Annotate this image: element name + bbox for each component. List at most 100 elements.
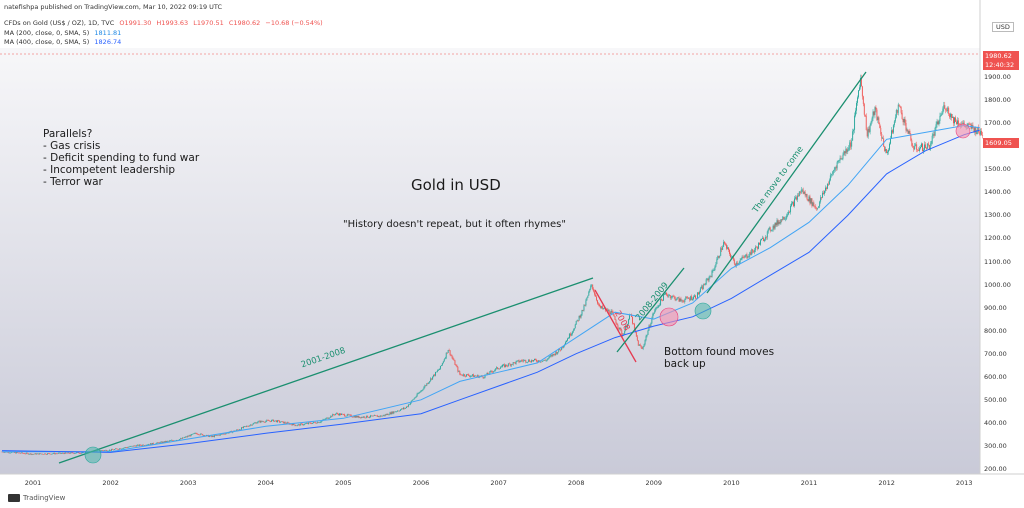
candle-body — [601, 306, 603, 309]
candle-body — [489, 371, 491, 375]
candle-body — [665, 292, 667, 295]
time-axis-tick: 2001 — [24, 479, 42, 487]
candle-body — [880, 127, 882, 135]
candle-body — [406, 406, 407, 408]
candle-body — [628, 319, 630, 324]
candle-body — [244, 426, 246, 427]
candle-body — [871, 118, 873, 122]
candle-body — [587, 295, 589, 298]
candle-body — [343, 414, 345, 417]
candle-body — [736, 262, 738, 265]
candle-body — [245, 425, 247, 427]
trendline-2001-2008[interactable] — [58, 277, 594, 464]
candle-body — [420, 390, 422, 392]
candle-body — [271, 420, 273, 422]
candle-body — [193, 433, 195, 435]
candle-body — [305, 423, 307, 425]
candle-body — [431, 378, 433, 380]
candle-body — [390, 412, 392, 415]
candle-body — [812, 202, 814, 206]
candle-body — [577, 320, 579, 321]
ohlc-close: C1980.62 — [228, 19, 261, 27]
candle-body — [566, 340, 567, 343]
candle-body — [52, 453, 54, 454]
candle-body — [748, 256, 750, 258]
candle-body — [159, 442, 161, 444]
candle-body — [523, 360, 525, 362]
candle-body — [28, 454, 30, 455]
currency-button[interactable]: USD — [992, 22, 1014, 32]
candle-body — [438, 369, 439, 371]
candle-body — [269, 420, 271, 422]
candle-body — [559, 348, 561, 351]
candle-body — [595, 294, 597, 297]
candle-body — [615, 319, 617, 324]
candle-body — [638, 344, 640, 346]
candle-body — [501, 366, 502, 368]
candle-body — [688, 298, 690, 299]
candle-body — [246, 425, 248, 427]
candle-body — [828, 180, 830, 185]
candle-body — [115, 448, 117, 450]
candle-body — [548, 356, 550, 359]
candle-body — [682, 300, 684, 302]
ma400-legend[interactable]: MA (400, close, 0, SMA, 5) 1826.74 — [4, 38, 124, 46]
candle-body — [275, 420, 276, 422]
trendline-move-to-come[interactable] — [706, 71, 867, 294]
candle-body — [754, 249, 756, 253]
candle-body — [241, 427, 242, 430]
candle-body — [734, 263, 736, 267]
candle-body — [394, 411, 396, 413]
candle-body — [794, 197, 796, 199]
price-axis-tick: 1700.00 — [984, 119, 1011, 128]
candle-body — [442, 361, 444, 363]
candle-body — [436, 371, 437, 373]
candle-body — [829, 175, 831, 181]
candle-body — [42, 453, 44, 455]
candle-body — [514, 362, 516, 364]
candle-body — [492, 371, 494, 373]
candle-body — [413, 398, 415, 400]
marker-circle-2001[interactable] — [84, 446, 102, 464]
ma200-legend[interactable]: MA (200, close, 0, SMA, 5) 1811.81 — [4, 29, 124, 37]
candle-body — [813, 202, 815, 207]
marker-circle-2009-green[interactable] — [694, 302, 712, 320]
candle-body — [131, 445, 133, 447]
candle-body — [664, 294, 665, 295]
candle-body — [863, 104, 865, 115]
candle-body — [167, 440, 169, 442]
candle-body — [661, 299, 663, 300]
candle-body — [956, 120, 958, 125]
candle-body — [707, 278, 709, 281]
candle-body — [626, 325, 628, 327]
candle-body — [403, 407, 404, 410]
candle-body — [870, 121, 872, 126]
candle-body — [21, 452, 23, 454]
candle-body — [460, 374, 462, 375]
candle-body — [373, 415, 374, 417]
candle-body — [261, 420, 263, 422]
candle-body — [636, 336, 638, 341]
marker-circle-2009-pink[interactable] — [659, 307, 679, 327]
candle-body — [255, 422, 257, 424]
candle-body — [540, 361, 542, 363]
candle-body — [767, 228, 769, 232]
candle-body — [337, 413, 339, 414]
candle-body — [822, 192, 824, 198]
time-axis-tick: 2004 — [257, 479, 275, 487]
candle-body — [279, 422, 281, 423]
candle-body — [299, 424, 301, 426]
marker-circle-2012-pink[interactable] — [955, 123, 971, 139]
candle-body — [355, 416, 357, 418]
trendline-2008-2009[interactable] — [616, 267, 685, 353]
trendline-2008-drop[interactable] — [594, 289, 637, 363]
price-axis-tick: 600.00 — [984, 372, 1007, 381]
candle-body — [402, 408, 404, 410]
candle-body — [573, 328, 575, 331]
candle-body — [434, 374, 436, 376]
candle-body — [549, 356, 551, 357]
candle-body — [711, 270, 713, 277]
tradingview-footer[interactable]: TradingView — [8, 494, 65, 502]
candle-body — [334, 414, 336, 416]
